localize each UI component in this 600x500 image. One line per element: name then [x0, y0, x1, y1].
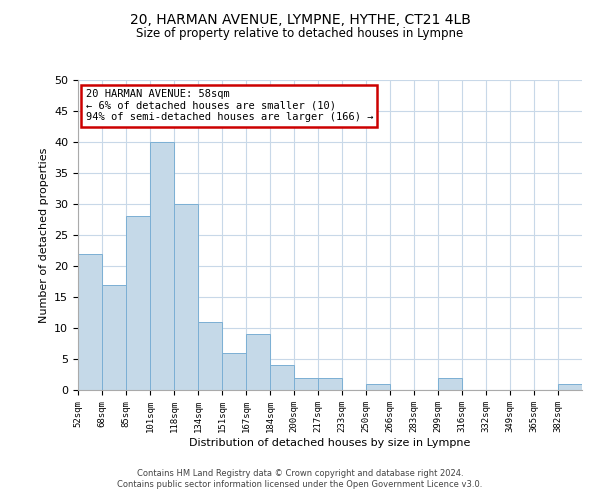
Text: Contains HM Land Registry data © Crown copyright and database right 2024.: Contains HM Land Registry data © Crown c… — [137, 468, 463, 477]
Bar — [78, 254, 102, 390]
Bar — [198, 322, 222, 390]
Bar — [174, 204, 198, 390]
Bar — [102, 284, 126, 390]
Bar — [126, 216, 150, 390]
Bar — [558, 384, 582, 390]
Bar — [246, 334, 270, 390]
Text: Contains public sector information licensed under the Open Government Licence v3: Contains public sector information licen… — [118, 480, 482, 489]
Bar — [150, 142, 174, 390]
Bar — [222, 353, 246, 390]
Text: 20, HARMAN AVENUE, LYMPNE, HYTHE, CT21 4LB: 20, HARMAN AVENUE, LYMPNE, HYTHE, CT21 4… — [130, 12, 470, 26]
Bar — [318, 378, 342, 390]
Y-axis label: Number of detached properties: Number of detached properties — [38, 148, 49, 322]
Text: 20 HARMAN AVENUE: 58sqm
← 6% of detached houses are smaller (10)
94% of semi-det: 20 HARMAN AVENUE: 58sqm ← 6% of detached… — [86, 90, 373, 122]
Bar — [438, 378, 462, 390]
X-axis label: Distribution of detached houses by size in Lympne: Distribution of detached houses by size … — [190, 438, 470, 448]
Bar — [270, 365, 294, 390]
Bar — [366, 384, 390, 390]
Text: Size of property relative to detached houses in Lympne: Size of property relative to detached ho… — [136, 28, 464, 40]
Bar — [294, 378, 318, 390]
